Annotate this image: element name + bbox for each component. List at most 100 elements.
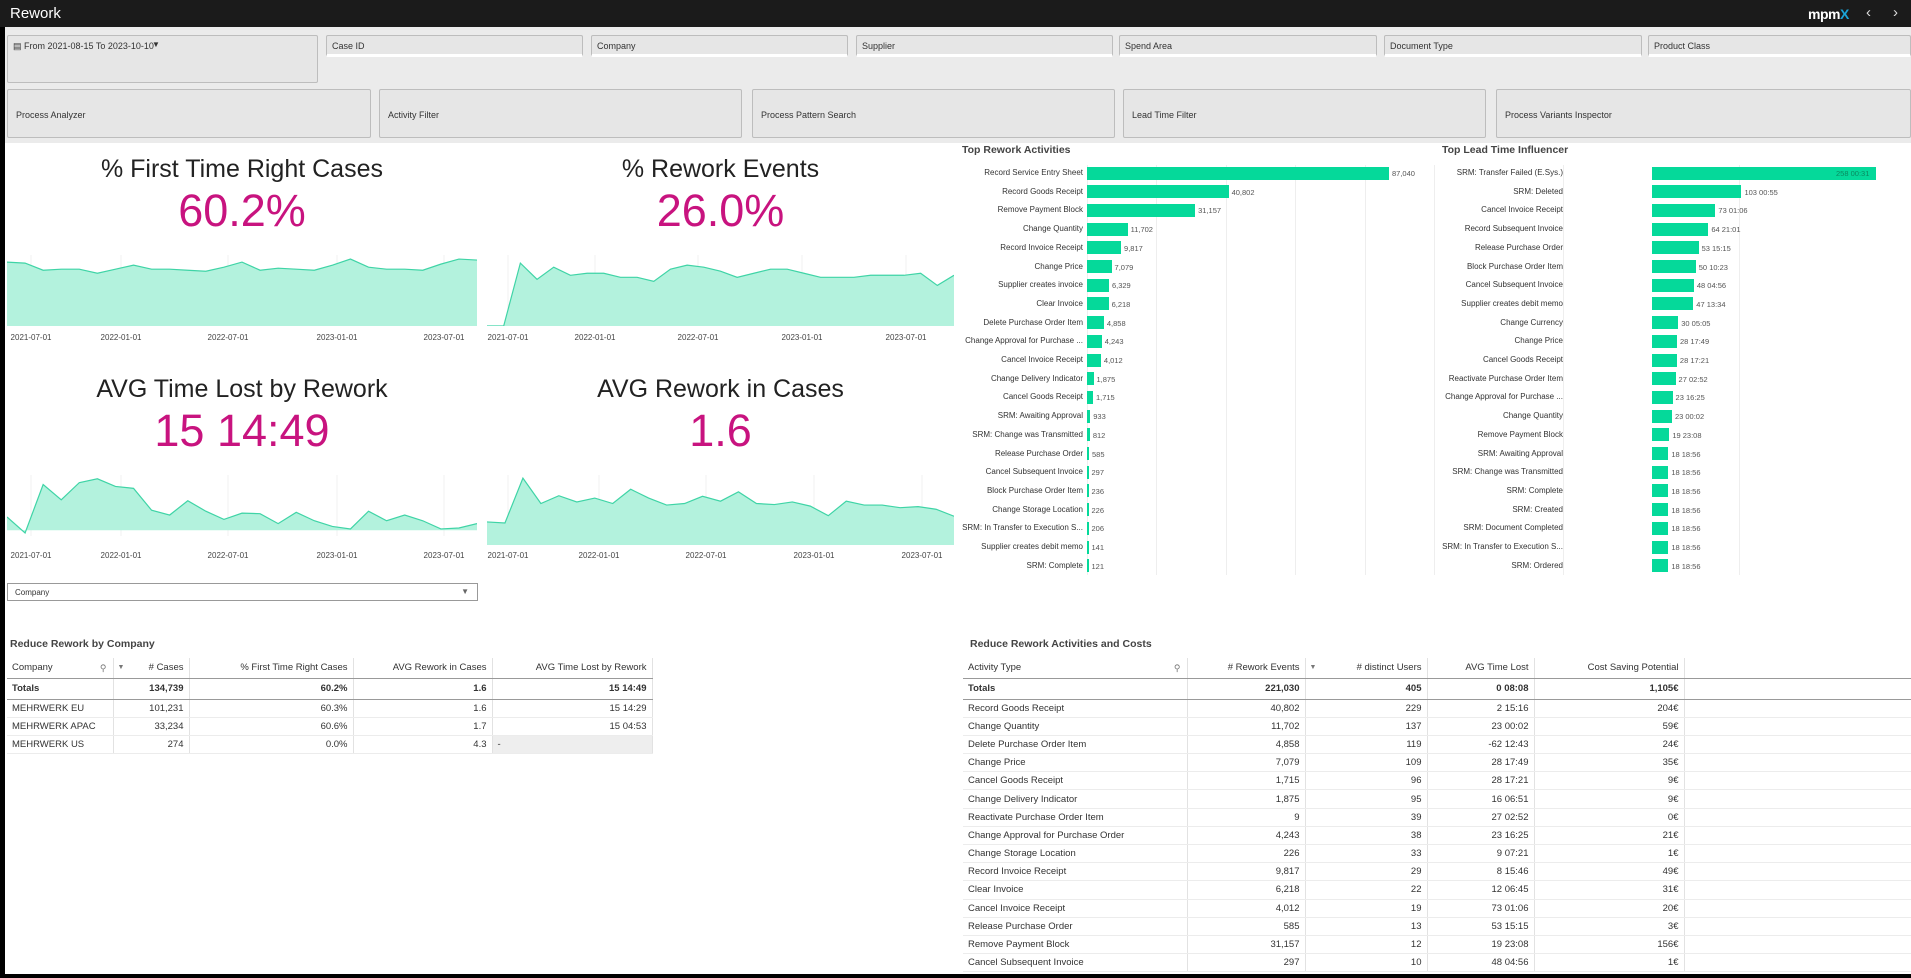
search-icon[interactable]: ⚲ bbox=[99, 663, 107, 673]
column-header-cost-saving-potential[interactable]: Cost Saving Potential bbox=[1534, 658, 1685, 679]
table-cell: 1.7 bbox=[353, 717, 493, 736]
bar[interactable] bbox=[1087, 521, 1089, 535]
column-header-avg-time-lost-by-rework[interactable]: AVG Time Lost by Rework bbox=[492, 658, 653, 679]
bar[interactable] bbox=[1087, 484, 1089, 498]
bar[interactable] bbox=[1087, 166, 1389, 180]
bar[interactable] bbox=[1652, 447, 1669, 460]
table-row[interactable]: Change Approval for Purchase Order 4,243 3… bbox=[963, 826, 1911, 846]
column-header-rework-events[interactable]: # Rework Events bbox=[1187, 658, 1306, 679]
next-sheet-button[interactable]: › bbox=[1893, 4, 1898, 21]
bar[interactable] bbox=[1087, 465, 1089, 479]
company-dimension-dropdown[interactable]: Company ▼ bbox=[7, 583, 478, 601]
bar[interactable] bbox=[1652, 409, 1672, 423]
bar[interactable] bbox=[1652, 484, 1669, 498]
table-row[interactable]: Change Storage Location 226 33 9 07:21 1€ bbox=[963, 844, 1911, 864]
bar[interactable] bbox=[1652, 278, 1694, 292]
x-tick-label: 2023-07-01 bbox=[885, 333, 927, 342]
table-cell: Change Price bbox=[963, 753, 1188, 773]
search-icon[interactable]: ⚲ bbox=[1173, 663, 1181, 673]
bar[interactable] bbox=[1652, 185, 1742, 199]
bar[interactable] bbox=[1652, 428, 1670, 442]
process-pattern-search-button[interactable]: Process Pattern Search bbox=[752, 89, 1115, 138]
bar-value-label: 27 02:52 bbox=[1678, 374, 1708, 384]
bar[interactable] bbox=[1652, 222, 1709, 236]
bar[interactable] bbox=[1087, 260, 1112, 273]
bar[interactable] bbox=[1652, 540, 1669, 554]
bar[interactable] bbox=[1087, 372, 1094, 386]
bar[interactable] bbox=[1087, 297, 1109, 311]
table-row[interactable]: MEHRWERK EU 101,231 60.3% 1.6 15 14:29 bbox=[7, 699, 653, 718]
bar[interactable] bbox=[1652, 353, 1677, 367]
bar[interactable] bbox=[1652, 521, 1669, 535]
previous-sheet-button[interactable]: ‹ bbox=[1866, 4, 1871, 21]
bar[interactable] bbox=[1087, 185, 1229, 199]
table-row[interactable]: MEHRWERK US 274 0.0% 4.3- bbox=[7, 735, 653, 755]
bar[interactable] bbox=[1087, 222, 1128, 236]
bar[interactable] bbox=[1087, 409, 1091, 423]
column-header-label: Activity Type bbox=[968, 662, 1022, 674]
table-row[interactable]: Reactivate Purchase Order Item 9 39 27 02:5… bbox=[963, 808, 1911, 827]
column-header-cases[interactable]: # Cases ▼ bbox=[113, 658, 190, 679]
bar[interactable] bbox=[1652, 316, 1679, 330]
bar[interactable] bbox=[1087, 540, 1089, 554]
table-row[interactable]: Change Price 7,079 109 28 17:49 35€ bbox=[963, 753, 1911, 773]
x-tick-label: 2022-01-01 bbox=[100, 551, 142, 560]
bar[interactable] bbox=[1652, 241, 1699, 255]
bar-category-label: Cancel Goods Receipt bbox=[1482, 355, 1563, 364]
bar[interactable] bbox=[1087, 316, 1104, 330]
bar[interactable] bbox=[1087, 428, 1090, 442]
bar-value-label: 11,702 bbox=[1130, 225, 1153, 235]
bar[interactable] bbox=[1652, 559, 1669, 573]
column-header-distinct-users[interactable]: # distinct Users ▼ bbox=[1305, 658, 1428, 679]
column-header-avg-time-lost[interactable]: AVG Time Lost bbox=[1427, 658, 1535, 679]
bar[interactable] bbox=[1087, 447, 1090, 460]
table-row[interactable]: Release Purchase Order 585 13 53 15:15 3€ bbox=[963, 917, 1911, 936]
table-row[interactable]: Cancel Goods Receipt 1,715 96 28 17:21 9€ bbox=[963, 771, 1911, 791]
column-header-company[interactable]: Company ⚲ bbox=[7, 658, 114, 679]
table-row[interactable]: MEHRWERK APAC 33,234 60.6% 1.7 15 04:53 bbox=[7, 717, 653, 736]
bar[interactable] bbox=[1087, 241, 1122, 255]
table-row[interactable]: Remove Payment Block 31,157 12 19 23:08 156€ bbox=[963, 935, 1911, 955]
bar[interactable] bbox=[1652, 465, 1669, 479]
bar[interactable] bbox=[1087, 203, 1196, 217]
filter-document-type[interactable]: Document Type bbox=[1384, 35, 1642, 57]
mpmx-logo: mpmX bbox=[1808, 6, 1849, 22]
bar-value-label: 28 17:21 bbox=[1679, 356, 1710, 365]
filter-case-id[interactable]: Case ID bbox=[326, 35, 583, 57]
filter-company[interactable]: Company bbox=[591, 35, 848, 57]
bar[interactable] bbox=[1087, 334, 1102, 348]
bar[interactable] bbox=[1652, 166, 1876, 180]
bar[interactable] bbox=[1087, 503, 1089, 517]
activity-filter-button[interactable]: Activity Filter bbox=[379, 89, 742, 138]
table-row[interactable]: Record Goods Receipt 40,802 229 2 15:16 204€ bbox=[963, 699, 1911, 718]
table-row[interactable]: Change Quantity 11,702 137 23 00:02 59€ bbox=[963, 717, 1911, 736]
filter-supplier[interactable]: Supplier bbox=[856, 35, 1113, 57]
bar[interactable] bbox=[1652, 372, 1676, 386]
bar[interactable] bbox=[1652, 203, 1716, 217]
table-row[interactable]: Change Delivery Indicator 1,875 95 16 06:51… bbox=[963, 789, 1911, 809]
bar[interactable] bbox=[1652, 390, 1673, 404]
lead-time-filter-button[interactable]: Lead Time Filter bbox=[1123, 89, 1486, 138]
bar[interactable] bbox=[1652, 334, 1677, 348]
table-row[interactable]: Cancel Invoice Receipt 4,012 19 73 01:06 20€ bbox=[963, 899, 1911, 918]
top-lead-time-title: Top Lead Time Influencer bbox=[1442, 144, 1569, 156]
column-header-activity-type[interactable]: Activity Type ⚲ bbox=[963, 658, 1188, 679]
bar[interactable] bbox=[1087, 390, 1093, 404]
bar[interactable] bbox=[1652, 503, 1669, 517]
table-row[interactable]: Delete Purchase Order Item 4,858 119 -62 12… bbox=[963, 735, 1911, 755]
bar[interactable] bbox=[1652, 260, 1696, 273]
column-header-avg-rework-in-cases[interactable]: AVG Rework in Cases bbox=[353, 658, 493, 679]
date-range-filter[interactable]: ▤ From 2021-08-15 To 2023-10-10 ▼ bbox=[7, 35, 318, 83]
bar[interactable] bbox=[1087, 278, 1109, 292]
column-header-first-time-right-cases[interactable]: % First Time Right Cases bbox=[189, 658, 354, 679]
filter-spend-area[interactable]: Spend Area bbox=[1119, 35, 1377, 57]
bar[interactable] bbox=[1087, 559, 1089, 573]
table-row[interactable]: Record Invoice Receipt 9,817 29 8 15:46 49€ bbox=[963, 862, 1911, 882]
process-variants-inspector-button[interactable]: Process Variants Inspector bbox=[1496, 89, 1911, 138]
filter-product-class[interactable]: Product Class bbox=[1648, 35, 1911, 57]
bar[interactable] bbox=[1087, 353, 1101, 367]
table-row[interactable]: Clear Invoice 6,218 22 12 06:45 31€ bbox=[963, 880, 1911, 900]
process-analyzer-button[interactable]: Process Analyzer bbox=[7, 89, 371, 138]
table-row[interactable]: Cancel Subsequent Invoice 297 10 48 04:56 1€ bbox=[963, 953, 1911, 973]
bar[interactable] bbox=[1652, 297, 1694, 311]
